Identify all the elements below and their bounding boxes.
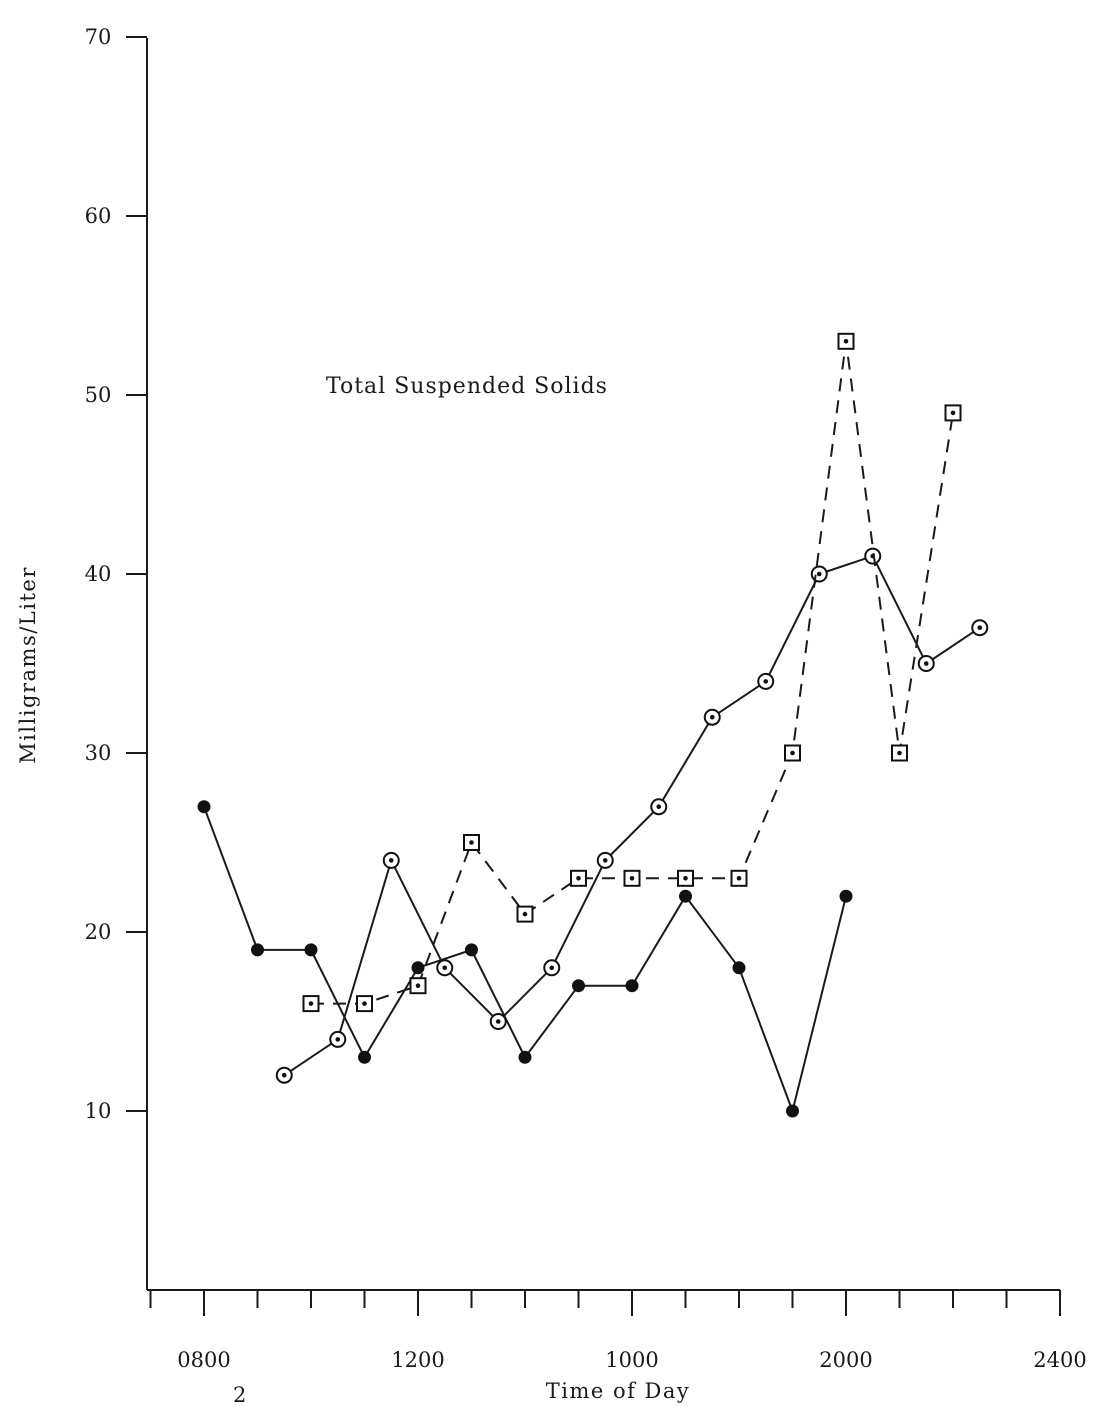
series-3-point — [302, 995, 320, 1013]
series-3-point — [944, 404, 962, 422]
series-3-point — [730, 869, 748, 887]
series-1-point — [732, 961, 746, 975]
y-tick-label: 70 — [85, 25, 112, 49]
series-3 — [302, 332, 962, 1013]
x-tick-label: 1000 — [605, 1348, 658, 1372]
series-3-point — [837, 332, 855, 350]
x-tick-label: 2400 — [1033, 1348, 1086, 1372]
x-axis-ticks: 0800 1200 1000 2000 2400 — [149, 1290, 1087, 1372]
series-1-point — [411, 961, 425, 975]
series-3-point — [516, 905, 534, 923]
series-1-point — [786, 1104, 799, 1118]
series-2-point — [703, 708, 721, 726]
series-layer — [197, 332, 989, 1118]
series-2-point — [329, 1030, 347, 1048]
series-2-point — [650, 798, 668, 816]
series-2-point — [917, 655, 935, 672]
x-tick-label: 0800 — [177, 1348, 230, 1372]
y-axis-ticks: 10 20 30 40 50 60 70 — [85, 25, 147, 1123]
series-3-point — [891, 744, 908, 762]
x-axis-title: Time of Day — [546, 1379, 691, 1403]
x-tick-label: 1200 — [391, 1348, 444, 1372]
y-tick-label: 20 — [85, 920, 112, 944]
series-1-point — [839, 889, 853, 903]
x-tick-label: 2000 — [819, 1348, 872, 1372]
series-1-point — [625, 979, 639, 993]
series-3-point — [463, 834, 480, 851]
y-tick-label: 60 — [85, 204, 112, 228]
series-2 — [275, 547, 989, 1084]
x-axis-sublabel: 2 — [233, 1383, 246, 1406]
series-3-line — [311, 341, 954, 1005]
series-1-point — [358, 1050, 371, 1064]
series-2-point — [810, 565, 828, 583]
y-tick-label: 50 — [85, 383, 112, 407]
series-1-point — [679, 889, 692, 903]
axes — [146, 38, 1060, 1291]
series-2-point — [864, 547, 882, 565]
series-2-point — [436, 959, 454, 977]
series-2-point — [596, 851, 614, 869]
series-2-point — [543, 959, 561, 977]
series-3-point — [623, 869, 641, 887]
series-3-point — [677, 869, 694, 887]
series-3-point — [570, 869, 587, 887]
series-1-point — [251, 943, 264, 957]
series-3-point — [784, 744, 801, 762]
series-1 — [197, 800, 853, 1118]
series-2-point — [971, 619, 989, 637]
series-1-point — [465, 943, 478, 957]
series-1-point — [197, 800, 211, 814]
series-2-point — [757, 672, 775, 690]
series-1-point — [572, 979, 585, 993]
series-3-point — [356, 995, 373, 1013]
series-2-point — [382, 851, 400, 869]
y-tick-label: 30 — [85, 741, 112, 765]
series-1-point — [304, 943, 318, 957]
series-2-point — [489, 1013, 507, 1030]
y-tick-label: 40 — [85, 562, 112, 586]
y-tick-label: 10 — [85, 1099, 112, 1123]
series-1-point — [518, 1050, 532, 1064]
y-axis-title: Milligrams/Liter — [16, 566, 40, 764]
series-2-line — [283, 554, 981, 1077]
series-2-point — [275, 1066, 293, 1084]
chart-annotation: Total Suspended Solids — [326, 374, 608, 399]
series-3-point — [409, 977, 427, 995]
